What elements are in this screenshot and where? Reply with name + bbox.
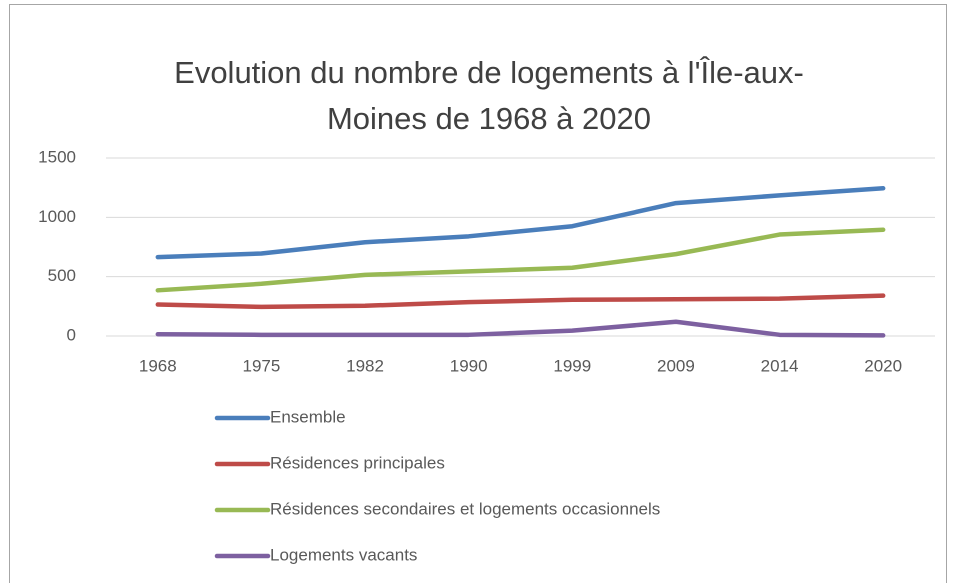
series-line	[155, 319, 886, 338]
legend-label: Résidences principales	[270, 453, 445, 472]
chart-title: Moines de 1968 à 2020	[327, 101, 651, 136]
x-tick-label: 1975	[243, 356, 281, 375]
legend-label: Ensemble	[270, 407, 346, 426]
x-tick-label: 2009	[657, 356, 695, 375]
x-tick-label: 1968	[139, 356, 177, 375]
chart-frame	[9, 4, 947, 583]
y-tick-label: 500	[48, 266, 76, 285]
series-line	[155, 227, 886, 293]
y-tick-label: 0	[67, 325, 76, 344]
chart-title: Evolution du nombre de logements à l'Île…	[174, 55, 804, 90]
x-tick-label: 1982	[346, 356, 384, 375]
y-tick-label: 1500	[38, 147, 76, 166]
series-line	[155, 293, 886, 310]
y-tick-label: 1000	[38, 207, 76, 226]
x-tick-label: 1990	[450, 356, 488, 375]
series-line	[155, 186, 886, 260]
x-tick-label: 1999	[553, 356, 591, 375]
legend-label: Résidences secondaires et logements occa…	[270, 499, 660, 518]
legend-label: Logements vacants	[270, 545, 417, 564]
x-tick-label: 2020	[864, 356, 902, 375]
x-tick-label: 2014	[761, 356, 799, 375]
